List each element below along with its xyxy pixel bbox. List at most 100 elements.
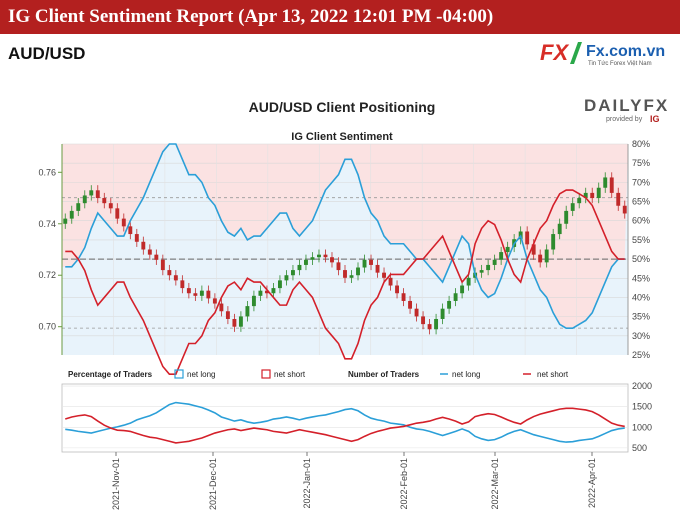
date-tick-label: 2022-Mar-01: [490, 458, 500, 510]
price-candle: [401, 293, 406, 301]
price-candle: [323, 254, 328, 258]
price-candle: [193, 293, 198, 296]
legend-count-short-label: net short: [537, 370, 569, 379]
price-candle: [395, 285, 399, 294]
price-candle: [297, 264, 302, 271]
price-candle: [343, 270, 347, 278]
price-candle: [69, 210, 74, 219]
price-candle: [349, 275, 354, 278]
price-candle: [310, 257, 315, 260]
price-candle: [225, 311, 230, 319]
price-candle: [336, 262, 341, 271]
price-candle: [564, 210, 569, 224]
percent-tick-label: 65%: [632, 197, 650, 207]
price-candle: [76, 203, 81, 211]
price-candle: [121, 218, 126, 227]
net-short-percent-line: [65, 189, 625, 375]
legend-net-short-label: net short: [274, 370, 306, 379]
percent-tick-label: 70%: [632, 177, 650, 187]
price-candle: [616, 192, 621, 206]
site-logo-tagline: Tin Tức Forex Việt Nam: [588, 61, 652, 67]
percent-tick-label: 40%: [632, 292, 650, 302]
percent-tick-label: 80%: [632, 139, 650, 149]
price-candle: [89, 190, 94, 196]
price-candle: [206, 290, 211, 299]
price-candle: [369, 259, 373, 265]
price-candle: [362, 259, 367, 268]
price-candle: [330, 257, 334, 263]
price-candle: [382, 272, 386, 278]
site-logo-name: Fx.com.vn: [586, 43, 666, 60]
price-candle: [427, 324, 432, 330]
pair-title: AUD/USD: [8, 44, 86, 63]
percent-tick-label: 60%: [632, 216, 650, 226]
legend-count-long-label: net long: [452, 370, 480, 379]
price-candle: [317, 254, 321, 258]
price-candle: [147, 249, 152, 255]
percent-tick-label: 35%: [632, 312, 650, 322]
price-candle: [434, 318, 439, 330]
site-logo-mark: FX: [540, 40, 569, 65]
percent-tick-label: 75%: [632, 158, 650, 168]
price-candle: [180, 280, 185, 289]
percent-tick-label: 50%: [632, 254, 650, 264]
dailyfx-logo: DAILYFX: [584, 96, 670, 115]
price-candle: [199, 290, 204, 296]
chart-title: AUD/USD Client Positioning: [249, 99, 436, 115]
price-candle: [590, 192, 595, 199]
price-tick-label: 0.72: [38, 270, 56, 280]
count-plot-background: [61, 383, 629, 453]
price-candle: [251, 295, 256, 307]
dailyfx-provided-by: provided by: [606, 116, 643, 123]
price-candle: [596, 187, 601, 199]
price-tick-label: 0.76: [38, 167, 56, 177]
price-candle: [440, 308, 445, 319]
price-candle: [154, 254, 159, 260]
count-tick-label: 2000: [632, 381, 652, 391]
site-logo: FX Fx.com.vn Tin Tức Forex Việt Nam: [540, 40, 675, 72]
count-tick-label: 1500: [632, 402, 652, 412]
price-candle: [414, 308, 419, 317]
date-tick-label: 2021-Dec-01: [208, 458, 218, 510]
price-candle: [531, 244, 536, 255]
date-tick-label: 2022-Apr-01: [587, 458, 597, 508]
price-candle: [577, 198, 582, 204]
price-tick-label: 0.70: [38, 322, 56, 332]
price-tick-label: 0.74: [38, 219, 56, 229]
price-candle: [486, 264, 491, 271]
price-candle: [453, 293, 458, 301]
price-candle: [408, 300, 413, 309]
count-tick-label: 1000: [632, 422, 652, 432]
price-candle: [212, 298, 217, 304]
price-candle: [603, 177, 608, 188]
legend-percentage-label: Percentage of Traders: [68, 370, 153, 379]
percent-tick-label: 45%: [632, 273, 650, 283]
net-short-area: [62, 144, 628, 329]
price-candle: [466, 277, 471, 286]
price-candle: [375, 264, 380, 273]
date-tick-label: 2022-Jan-01: [302, 458, 312, 509]
price-candle: [460, 285, 465, 294]
price-candle: [356, 267, 360, 276]
price-candle: [160, 259, 165, 271]
price-candle: [102, 198, 107, 204]
price-candle: [499, 252, 504, 260]
net-short-count-line: [65, 407, 625, 444]
site-logo-glyph: [570, 42, 582, 64]
price-candle: [609, 177, 614, 193]
price-candle: [271, 288, 276, 294]
chart-subtitle: IG Client Sentiment: [291, 131, 393, 143]
price-candle: [238, 316, 243, 327]
price-candle: [141, 241, 146, 250]
price-candle: [304, 259, 308, 265]
ig-logo: IG: [650, 114, 660, 124]
price-candle: [622, 205, 627, 214]
price-candle: [291, 270, 295, 276]
price-candle: [82, 195, 87, 204]
date-tick-label: 2022-Feb-01: [399, 458, 409, 510]
percent-tick-label: 30%: [632, 331, 650, 341]
price-candle: [544, 249, 549, 263]
price-candle: [173, 275, 178, 281]
price-candle: [479, 270, 484, 273]
